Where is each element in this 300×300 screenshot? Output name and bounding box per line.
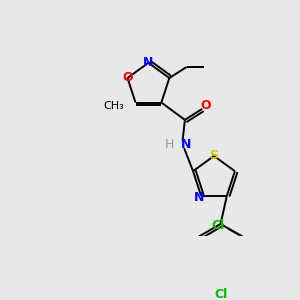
Text: H: H bbox=[164, 139, 174, 152]
Text: N: N bbox=[181, 139, 191, 152]
Text: O: O bbox=[122, 71, 133, 85]
Text: N: N bbox=[194, 191, 205, 204]
Text: N: N bbox=[143, 56, 154, 69]
Text: O: O bbox=[201, 99, 212, 112]
Text: Cl: Cl bbox=[212, 219, 225, 232]
Text: CH₃: CH₃ bbox=[103, 101, 124, 111]
Text: S: S bbox=[209, 149, 218, 163]
Text: Cl: Cl bbox=[214, 288, 227, 300]
